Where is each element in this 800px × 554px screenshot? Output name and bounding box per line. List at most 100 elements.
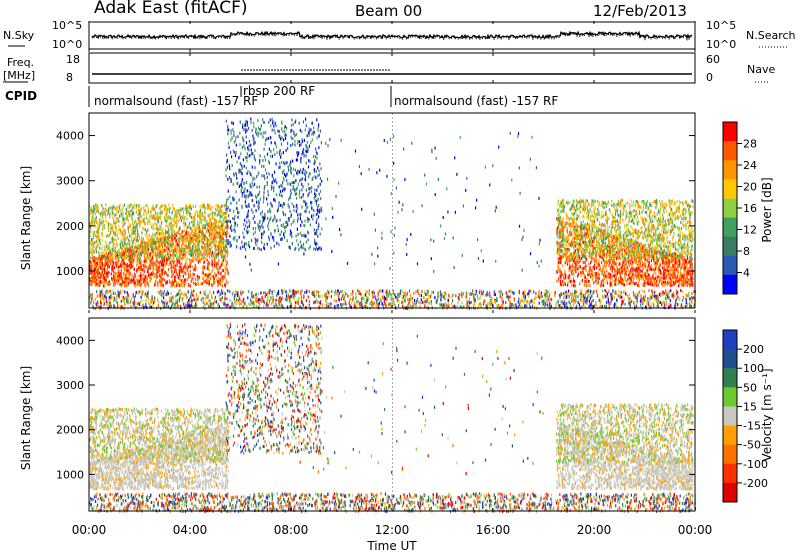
data-point <box>628 264 630 268</box>
data-point <box>152 270 154 273</box>
data-point <box>120 246 122 249</box>
data-point <box>197 241 199 245</box>
data-point <box>154 242 156 246</box>
data-point <box>173 266 175 270</box>
data-point <box>585 264 587 268</box>
data-point <box>183 269 185 273</box>
data-point <box>171 283 173 287</box>
data-point <box>122 225 124 228</box>
data-point <box>202 269 204 273</box>
data-point <box>209 212 211 216</box>
data-point <box>92 214 94 218</box>
data-point <box>159 239 161 242</box>
freq-tick-hi: 18 <box>66 53 80 66</box>
data-point <box>671 273 673 277</box>
data-point <box>162 245 164 249</box>
data-point <box>113 278 115 282</box>
data-point <box>101 204 103 208</box>
data-point <box>181 252 183 256</box>
data-point <box>115 239 117 242</box>
data-point <box>218 271 220 275</box>
data-point <box>124 240 126 244</box>
data-point <box>174 260 176 263</box>
data-point <box>226 268 228 272</box>
data-point <box>223 274 225 278</box>
data-point <box>623 274 626 278</box>
data-point <box>103 223 106 227</box>
data-point <box>132 240 134 244</box>
data-point <box>122 218 124 221</box>
data-point <box>193 231 195 235</box>
data-point <box>192 236 194 240</box>
data-point <box>171 269 173 273</box>
data-point <box>225 235 228 239</box>
data-point <box>93 259 95 263</box>
data-point <box>129 273 131 277</box>
data-point <box>674 261 676 265</box>
data-point <box>224 249 226 253</box>
data-point <box>117 256 119 260</box>
data-point <box>152 227 154 231</box>
data-point <box>657 275 659 279</box>
data-point <box>193 267 195 271</box>
data-point <box>572 276 575 280</box>
data-point <box>102 207 104 211</box>
data-point <box>146 276 148 280</box>
data-point <box>129 266 131 269</box>
data-point <box>175 219 177 222</box>
data-point <box>646 281 648 285</box>
data-point <box>688 279 690 283</box>
data-point <box>126 254 129 258</box>
data-point <box>114 246 116 250</box>
data-point <box>96 235 98 239</box>
data-point <box>152 265 154 269</box>
data-point <box>655 272 657 276</box>
data-point <box>135 242 137 246</box>
data-point <box>159 254 161 257</box>
data-point <box>106 249 108 253</box>
data-point <box>592 274 594 278</box>
data-point <box>125 212 127 215</box>
data-point <box>94 283 96 287</box>
data-point <box>596 253 598 257</box>
data-point <box>220 248 222 252</box>
data-point <box>176 260 178 263</box>
data-point <box>160 274 162 278</box>
data-point <box>119 282 121 286</box>
data-point <box>136 259 138 263</box>
data-point <box>584 261 586 264</box>
data-point <box>185 271 187 275</box>
data-point <box>118 265 120 269</box>
data-point <box>116 253 118 257</box>
data-point <box>691 278 693 282</box>
data-point <box>211 214 213 218</box>
data-point <box>175 275 177 279</box>
data-point <box>591 199 593 203</box>
data-point <box>180 207 182 211</box>
data-point <box>191 259 193 263</box>
data-point <box>134 284 136 288</box>
data-point <box>161 231 163 235</box>
data-point <box>648 261 650 264</box>
data-point <box>132 265 134 269</box>
data-point <box>145 213 147 217</box>
data-point <box>637 273 639 277</box>
data-point <box>101 246 103 250</box>
data-point <box>186 263 188 267</box>
data-point <box>638 259 640 263</box>
data-point <box>185 227 188 230</box>
data-point <box>203 279 205 283</box>
data-point <box>188 243 190 247</box>
data-point <box>131 228 133 232</box>
data-point <box>120 242 122 246</box>
data-point <box>102 274 104 278</box>
data-point <box>143 207 145 211</box>
data-point <box>135 210 138 214</box>
data-point <box>214 272 216 275</box>
data-point <box>96 257 98 261</box>
data-point <box>566 256 568 259</box>
data-point <box>641 260 644 264</box>
data-point <box>117 210 120 214</box>
data-point <box>99 262 101 266</box>
data-point <box>182 240 184 244</box>
